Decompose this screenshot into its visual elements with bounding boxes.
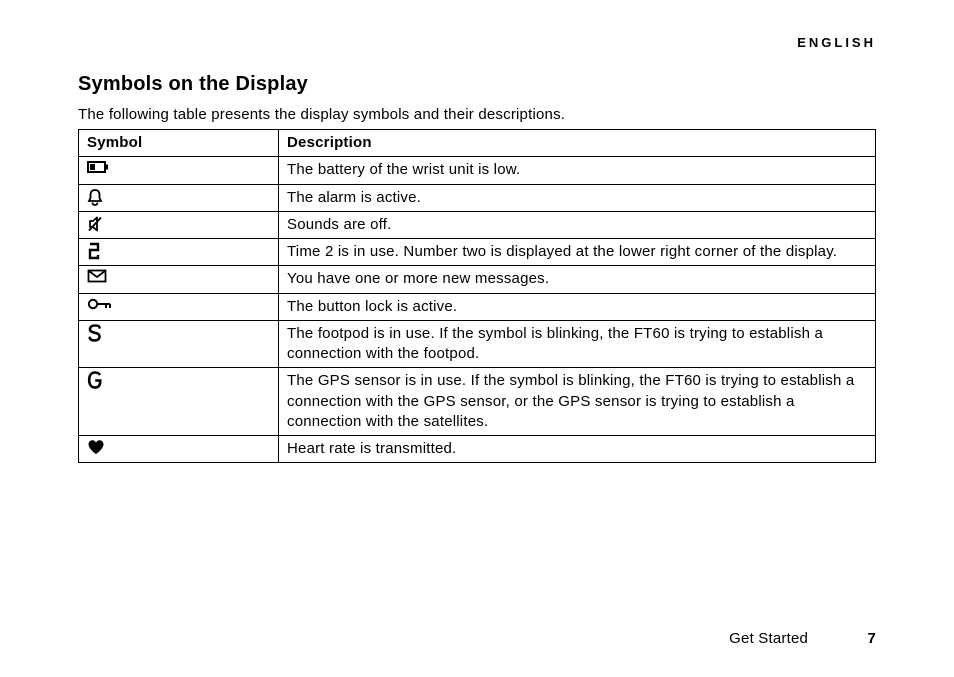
symbol-cell: [79, 211, 279, 238]
description-cell: You have one or more new messages.: [279, 266, 876, 293]
envelope-icon: [87, 269, 107, 283]
col-symbol: Symbol: [79, 130, 279, 157]
language-label: ENGLISH: [797, 35, 876, 50]
description-cell: Heart rate is transmitted.: [279, 436, 876, 463]
symbol-cell: [79, 320, 279, 368]
table-row: Heart rate is transmitted.: [79, 436, 876, 463]
table-row: The alarm is active.: [79, 184, 876, 211]
sounds-off-icon: [87, 215, 103, 233]
description-cell: The alarm is active.: [279, 184, 876, 211]
description-cell: The footpod is in use. If the symbol is …: [279, 320, 876, 368]
symbol-cell: [79, 184, 279, 211]
page-heading: Symbols on the Display: [78, 73, 876, 96]
gps-g-icon: [87, 371, 103, 389]
footpod-s-icon: [87, 324, 103, 342]
key-lock-icon: [87, 297, 113, 311]
symbol-cell: [79, 293, 279, 320]
heart-icon: [87, 439, 105, 455]
battery-low-icon: [87, 160, 109, 174]
table-row: The button lock is active.: [79, 293, 876, 320]
symbols-table: Symbol Description The battery of the wr…: [78, 129, 876, 463]
intro-text: The following table presents the display…: [78, 106, 876, 123]
description-cell: The GPS sensor is in use. If the symbol …: [279, 368, 876, 436]
time2-icon: [87, 242, 101, 260]
symbol-cell: [79, 157, 279, 184]
description-cell: The battery of the wrist unit is low.: [279, 157, 876, 184]
table-row: Sounds are off.: [79, 211, 876, 238]
symbol-cell: [79, 436, 279, 463]
alarm-icon: [87, 188, 103, 206]
symbol-cell: [79, 239, 279, 266]
table-row: The battery of the wrist unit is low.: [79, 157, 876, 184]
table-row: The footpod is in use. If the symbol is …: [79, 320, 876, 368]
page-footer: Get Started 7: [729, 630, 876, 647]
symbol-cell: [79, 368, 279, 436]
table-row: Time 2 is in use. Number two is displaye…: [79, 239, 876, 266]
footer-section: Get Started: [729, 630, 808, 647]
symbol-cell: [79, 266, 279, 293]
table-row: You have one or more new messages.: [79, 266, 876, 293]
manual-page: ENGLISH Symbols on the Display The follo…: [0, 0, 954, 677]
description-cell: The button lock is active.: [279, 293, 876, 320]
description-cell: Time 2 is in use. Number two is displaye…: [279, 239, 876, 266]
page-number: 7: [867, 630, 876, 647]
table-row: The GPS sensor is in use. If the symbol …: [79, 368, 876, 436]
table-header-row: Symbol Description: [79, 130, 876, 157]
description-cell: Sounds are off.: [279, 211, 876, 238]
col-description: Description: [279, 130, 876, 157]
